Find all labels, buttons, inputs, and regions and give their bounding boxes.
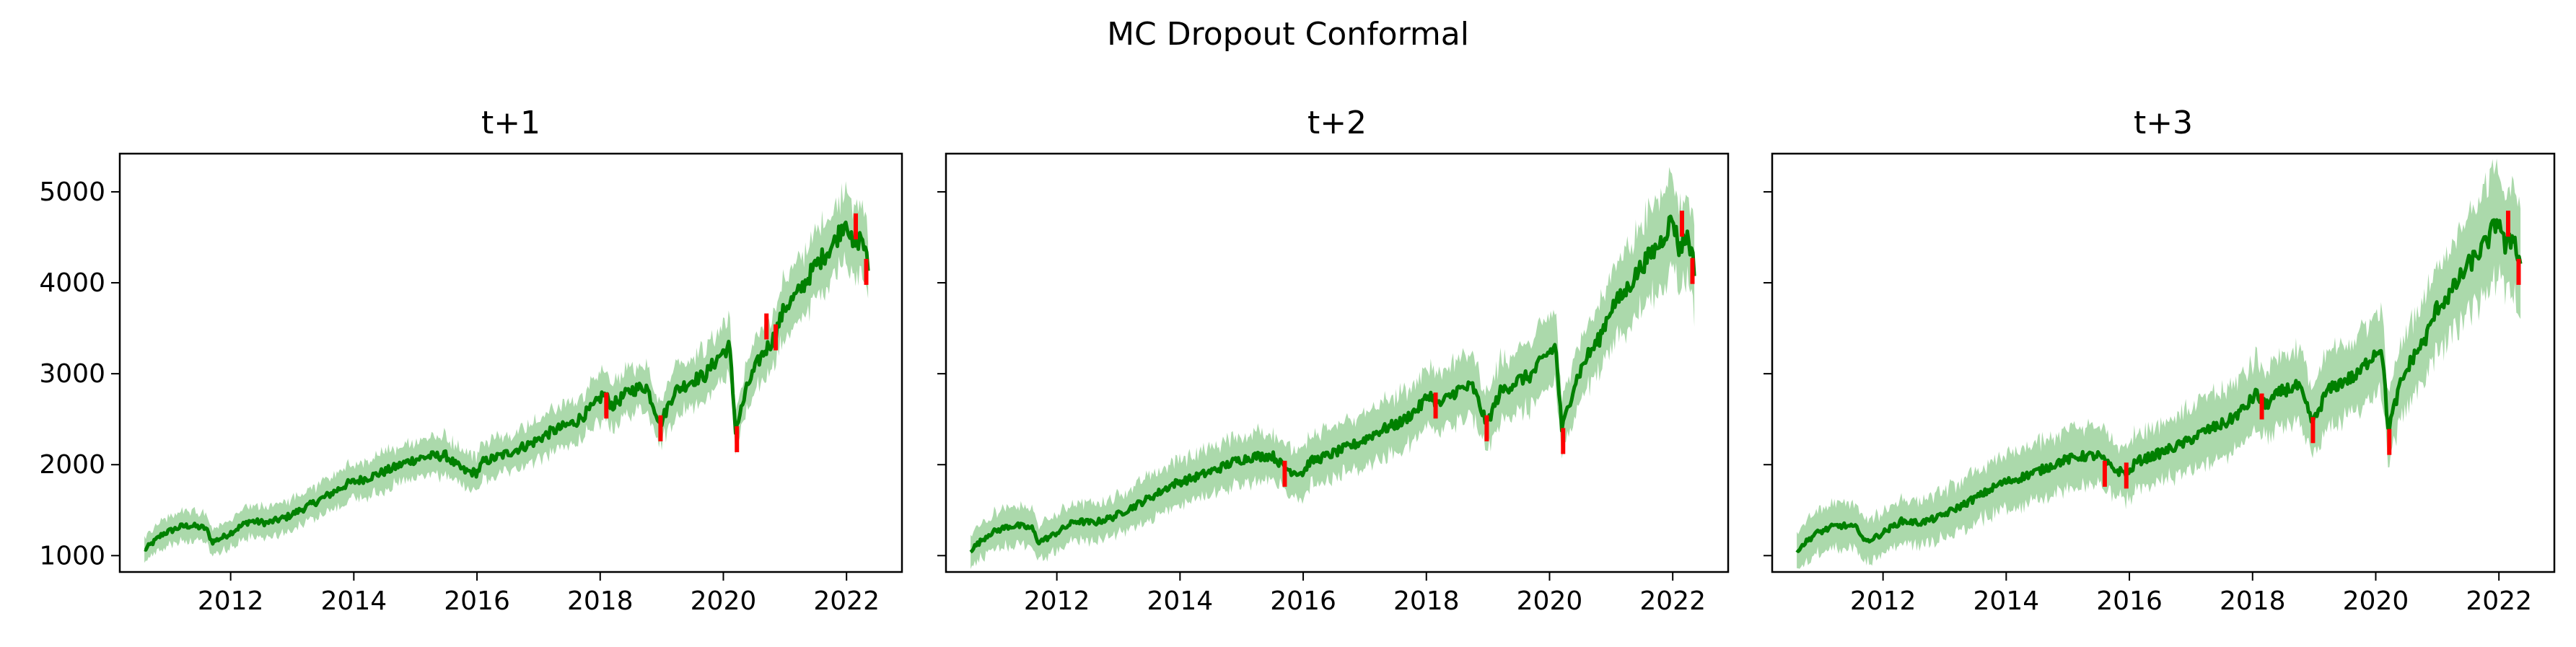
y-tick-label: 5000 <box>39 177 105 207</box>
prediction-line <box>1795 218 2523 553</box>
panel-title: t+1 <box>481 105 540 141</box>
x-tick-label: 2022 <box>2466 586 2532 616</box>
interval-band <box>971 167 1695 569</box>
x-tick-label: 2014 <box>1973 586 2040 616</box>
x-tick-label: 2012 <box>198 586 264 616</box>
panel-title: t+3 <box>2134 105 2193 141</box>
outside-interval-point <box>764 313 769 340</box>
outside-interval-point <box>658 415 663 441</box>
outside-interval-point <box>1484 415 1489 441</box>
axes-frame <box>118 152 903 573</box>
outside-interval-point <box>735 426 740 452</box>
outside-interval-point <box>2259 393 2264 420</box>
outside-interval-point <box>604 392 609 419</box>
outside-interval-point <box>2124 462 2129 489</box>
y-tick-label: 1000 <box>39 541 105 571</box>
panel-t2: t+2 2012 2014 2016 2018 2020 2022 <box>937 105 1730 616</box>
x-tick-label: 2014 <box>321 586 387 616</box>
y-tick-label: 3000 <box>39 359 105 389</box>
outside-interval-point <box>1679 211 1684 237</box>
axes-frame <box>945 152 1730 573</box>
prediction-line <box>144 220 870 552</box>
panels: t+1 2012 2014 2016 2018 2020 2022 1000 2000 3000 4… <box>39 105 2556 616</box>
x-tick-label: 2016 <box>2096 586 2163 616</box>
axes-frame <box>1771 152 2556 573</box>
outside-interval-point <box>853 213 858 239</box>
outside-interval-point <box>864 258 869 285</box>
interval-band <box>1797 158 2521 569</box>
panel-t3: t+3 2012 2014 2016 2018 2020 2022 <box>1764 105 2556 616</box>
x-tick-label: 2018 <box>1393 586 1460 616</box>
x-tick-label: 2020 <box>2343 586 2409 616</box>
x-tick-label: 2018 <box>2220 586 2286 616</box>
x-tick-label: 2018 <box>567 586 634 616</box>
outside-interval-point <box>1433 392 1438 419</box>
y-tick-label: 2000 <box>39 450 105 480</box>
outside-interval-point <box>2102 460 2107 487</box>
panel-t1: t+1 2012 2014 2016 2018 2020 2022 1000 2000 3000 4… <box>39 105 903 616</box>
figure-suptitle: MC Dropout Conformal <box>1107 16 1469 53</box>
outside-interval-point <box>2505 211 2510 237</box>
x-tick-label: 2020 <box>1517 586 1583 616</box>
x-tick-label: 2020 <box>691 586 757 616</box>
y-tick-label: 4000 <box>39 268 105 298</box>
x-tick-label: 2022 <box>1639 586 1706 616</box>
prediction-line <box>969 214 1696 554</box>
outside-interval-point <box>2387 428 2392 455</box>
outside-interval-point <box>1561 428 1566 454</box>
interval-band <box>144 181 869 563</box>
x-tick-label: 2022 <box>813 586 880 616</box>
outside-interval-point <box>1282 460 1287 487</box>
x-tick-label: 2016 <box>444 586 510 616</box>
outside-interval-point <box>774 324 779 351</box>
panel-title: t+2 <box>1307 105 1367 141</box>
outside-interval-point <box>1690 258 1695 284</box>
x-tick-label: 2014 <box>1147 586 1214 616</box>
outside-interval-point <box>2516 258 2521 285</box>
x-tick-label: 2012 <box>1024 586 1090 616</box>
x-tick-label: 2016 <box>1270 586 1336 616</box>
x-tick-label: 2012 <box>1850 586 1916 616</box>
outside-interval-point <box>2310 417 2316 444</box>
